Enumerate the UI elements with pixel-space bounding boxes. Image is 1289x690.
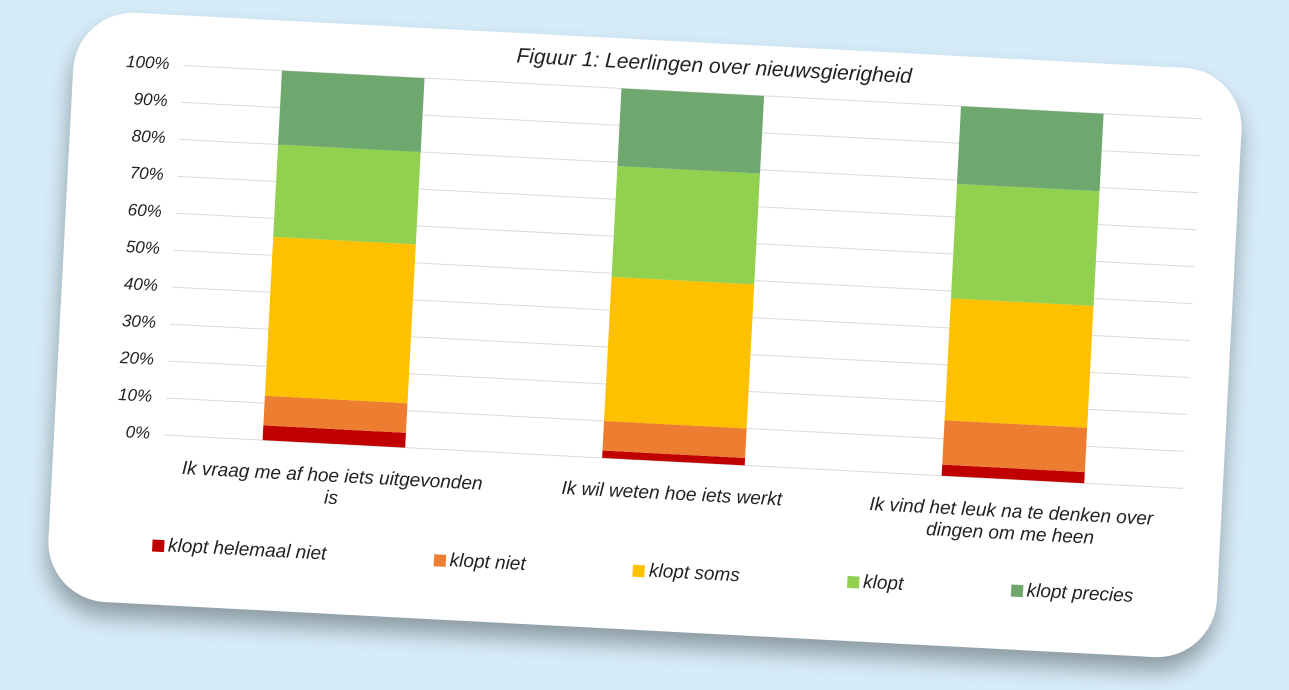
y-tick-label: 60%	[127, 200, 162, 221]
chart-card: Figuur 1: Leerlingen over nieuwsgierighe…	[45, 9, 1245, 661]
legend-item: klopt	[846, 571, 904, 596]
legend-swatch	[151, 539, 165, 553]
y-tick-label: 80%	[131, 126, 166, 147]
bar-segment	[941, 464, 1085, 484]
bar-segment	[617, 88, 765, 174]
bar-segment	[611, 166, 761, 285]
legend-swatch	[1010, 584, 1023, 598]
bar-segment	[944, 298, 1094, 428]
legend-swatch	[846, 575, 860, 589]
bar-segment	[950, 183, 1100, 306]
chart-title: Figuur 1: Leerlingen over nieuwsgierighe…	[516, 44, 914, 88]
legend-label: klopt niet	[449, 550, 527, 576]
legend-swatch	[632, 564, 646, 578]
legend-label: klopt soms	[648, 560, 741, 587]
y-tick-label: 20%	[119, 348, 155, 369]
bar-segment	[942, 420, 1088, 473]
bar-segment	[263, 395, 408, 433]
y-tick-label: 10%	[118, 385, 153, 406]
y-tick-label: 70%	[129, 163, 164, 184]
chart: Figuur 1: Leerlingen over nieuwsgierighe…	[118, 44, 1203, 489]
y-tick-label: 40%	[123, 274, 158, 295]
y-tick-label: 30%	[122, 311, 157, 332]
y-tick-label: 50%	[125, 237, 160, 258]
bar-segment	[604, 276, 755, 429]
legend-swatch	[433, 554, 447, 567]
y-tick-label: 100%	[126, 52, 170, 73]
bar-segment	[602, 420, 747, 459]
y-tick-label: 0%	[125, 422, 151, 442]
bar-segment	[602, 450, 746, 466]
legend-label: klopt	[862, 571, 904, 595]
y-tick-label: 90%	[133, 89, 168, 110]
bar-segment	[264, 236, 416, 404]
bar-segment	[273, 144, 421, 245]
bar-segment	[278, 70, 425, 153]
bar-segment	[262, 425, 406, 448]
bar-segment	[956, 106, 1104, 192]
